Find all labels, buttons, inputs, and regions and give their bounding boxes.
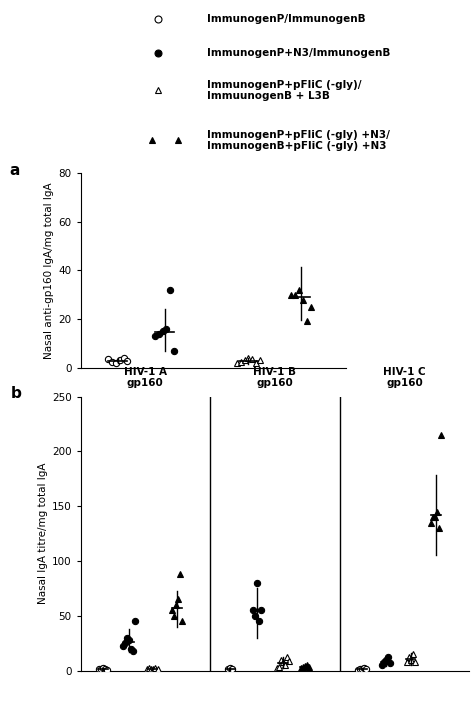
- Y-axis label: Nasal anti-gp160 IgA/mg total IgA: Nasal anti-gp160 IgA/mg total IgA: [44, 182, 54, 358]
- Text: a: a: [9, 163, 19, 178]
- Text: HIV-1 B
gp160: HIV-1 B gp160: [254, 367, 296, 389]
- Text: ImmunogenP/ImmunogenB: ImmunogenP/ImmunogenB: [207, 14, 365, 25]
- Text: HIV-1 A
gp160: HIV-1 A gp160: [124, 367, 167, 389]
- Text: ImmunogenP+N3/ImmunogenB: ImmunogenP+N3/ImmunogenB: [207, 48, 390, 58]
- Text: HIV-1 C
gp160: HIV-1 C gp160: [383, 367, 426, 389]
- Text: ImmunogenP+pFliC (-gly)/
ImmuunogenB + L3B: ImmunogenP+pFliC (-gly)/ ImmuunogenB + L…: [207, 80, 361, 101]
- Y-axis label: Nasal IgA titre/mg total IgA: Nasal IgA titre/mg total IgA: [37, 463, 47, 604]
- Text: b: b: [10, 386, 21, 401]
- Text: ImmunogenP+pFliC (-gly) +N3/
ImmunogenB+pFliC (-gly) +N3: ImmunogenP+pFliC (-gly) +N3/ ImmunogenB+…: [207, 130, 390, 151]
